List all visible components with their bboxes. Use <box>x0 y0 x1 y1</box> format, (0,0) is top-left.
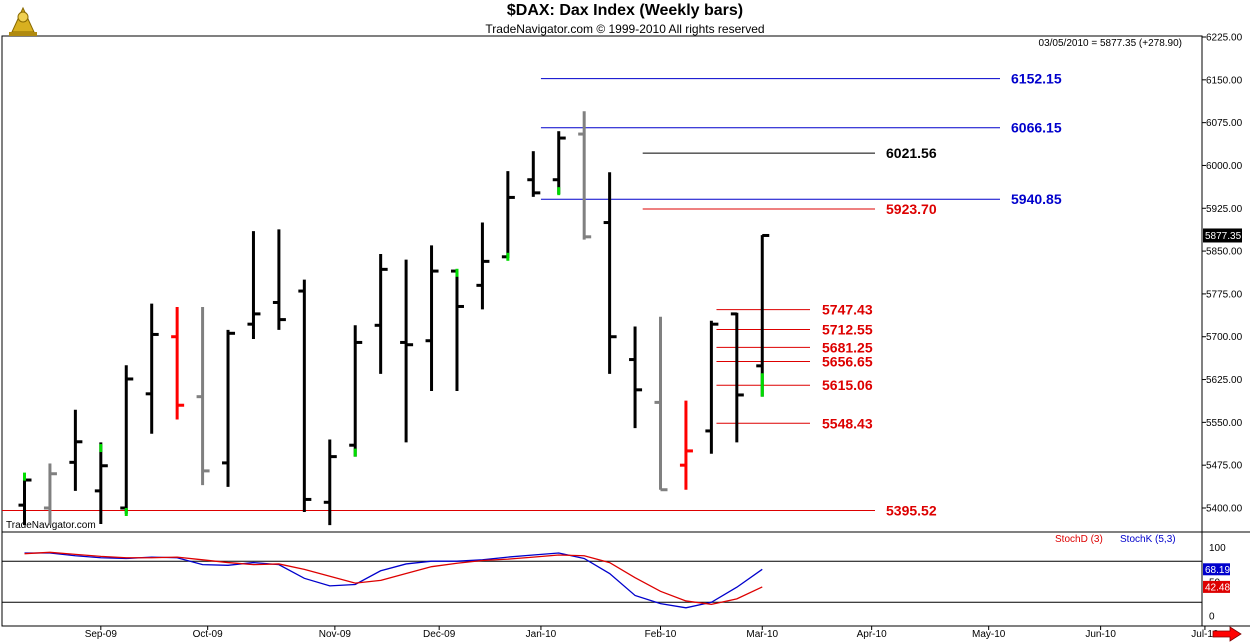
ohlc-bar <box>654 316 668 492</box>
ohlc-bar <box>476 222 490 310</box>
ohlc-bar <box>679 400 693 490</box>
time-tick-label: Jul-10 <box>1191 629 1219 640</box>
time-tick-label: Sep-09 <box>85 629 118 640</box>
price-tick-label: 5775.00 <box>1206 289 1243 300</box>
ohlc-bar <box>425 245 439 391</box>
ohlc-bar <box>629 326 643 429</box>
stochk-legend-label: StochK (5,3) <box>1120 534 1176 545</box>
time-tick-label: Jun-10 <box>1085 629 1116 640</box>
stochd-value-label: 42.48 <box>1205 582 1230 593</box>
ohlc-bar <box>705 320 719 454</box>
ohlc-bar <box>578 111 592 240</box>
price-levels: 6152.15 6066.15 6021.56 5940.85 5923.70 5747.… <box>2 71 1062 531</box>
stochd-legend-label: StochD (3) <box>1055 534 1103 545</box>
level-label-5923.70: 5923.70 <box>886 201 937 217</box>
watermark-label: TradeNavigator.com <box>6 520 96 531</box>
last-price-label: 5877.35 <box>1205 231 1242 242</box>
stochd-value-box <box>1203 580 1230 593</box>
ohlc-bar <box>501 171 515 261</box>
level-label-6066.15: 6066.15 <box>1011 120 1062 136</box>
price-tick-label: 6150.00 <box>1206 75 1243 86</box>
ohlc-bar <box>247 231 261 340</box>
ohlc-bar <box>18 472 32 526</box>
stochk-value-label: 68.19 <box>1205 565 1230 576</box>
ohlc-bar <box>349 325 363 457</box>
price-tick-label: 5550.00 <box>1206 418 1243 429</box>
price-tick-label: 6225.00 <box>1206 33 1243 44</box>
ohlc-bar <box>171 307 185 420</box>
time-axis: Sep-09 Oct-09 Nov-09 Dec-09 Jan-10 Feb-10 Mar-… <box>85 626 1242 642</box>
ohlc-bar <box>527 151 541 197</box>
price-tick-label: 5400.00 <box>1206 504 1243 515</box>
price-tick-label: 5475.00 <box>1206 461 1243 472</box>
level-label-5548.43: 5548.43 <box>822 415 873 431</box>
level-label-6021.56: 6021.56 <box>886 145 937 161</box>
level-label-5747.43: 5747.43 <box>822 302 873 318</box>
last-price-box <box>1203 228 1242 243</box>
price-tick-label: 6000.00 <box>1206 161 1243 172</box>
ohlc-bar <box>94 442 108 524</box>
stoch-series-line-1 <box>24 551 763 606</box>
ohlc-bar <box>196 307 210 486</box>
level-label-5615.06: 5615.06 <box>822 377 873 393</box>
ohlc-bar <box>400 259 414 443</box>
time-tick-label: May-10 <box>972 629 1006 640</box>
ohlc-bar <box>222 329 236 487</box>
price-axis: 6225.00 6150.00 6075.00 6000.00 5925.00 5850.… <box>1039 33 1243 515</box>
price-tick-label: 5925.00 <box>1206 204 1243 215</box>
time-tick-label: Jan-10 <box>526 629 557 640</box>
chart-title: $DAX: Dax Index (Weekly bars) <box>506 2 744 19</box>
ohlc-bar <box>603 172 617 374</box>
ohlc-bar <box>756 233 770 397</box>
time-tick-label: Nov-09 <box>319 629 352 640</box>
ohlc-bar <box>298 279 312 512</box>
scroll-right-arrow-icon[interactable] <box>1212 626 1242 642</box>
time-tick-label: Feb-10 <box>645 629 677 640</box>
ohlc-bar <box>69 409 83 491</box>
level-label-5681.25: 5681.25 <box>822 339 873 355</box>
level-label-5395.52: 5395.52 <box>886 503 937 519</box>
level-label-5940.85: 5940.85 <box>1011 191 1062 207</box>
chart-frame <box>1 35 1250 627</box>
price-tick-label: 6075.00 <box>1206 118 1243 129</box>
trade-navigator-logo-icon <box>9 6 37 36</box>
chart-copyright: TradeNavigator.com © 1999-2010 All right… <box>485 22 765 36</box>
level-label-5656.65: 5656.65 <box>822 353 873 369</box>
price-tick-label: 5850.00 <box>1206 247 1243 258</box>
ohlc-bar <box>43 463 57 526</box>
price-bars <box>18 111 770 526</box>
quote-readout: 03/05/2010 = 5877.35 (+278.90) <box>1039 38 1182 49</box>
time-tick-label: Mar-10 <box>746 629 778 640</box>
stoch-tick-label: 100 <box>1209 543 1226 554</box>
time-tick-label: Apr-10 <box>857 629 887 640</box>
ohlc-bar <box>450 268 464 391</box>
stoch-tick-label: 0 <box>1209 612 1215 623</box>
time-tick-label: Dec-09 <box>423 629 456 640</box>
ohlc-bar <box>272 229 286 330</box>
ohlc-bar <box>730 312 744 443</box>
arrow-shape <box>1212 626 1242 642</box>
time-tick-label: Oct-09 <box>193 629 223 640</box>
level-label-5712.55: 5712.55 <box>822 322 873 338</box>
stochk-value-box <box>1203 563 1230 576</box>
ohlc-bar <box>374 253 388 374</box>
price-tick-label: 5700.00 <box>1206 332 1243 343</box>
level-label-6152.15: 6152.15 <box>1011 71 1062 87</box>
price-tick-label: 5625.00 <box>1206 375 1243 386</box>
ohlc-bar <box>552 131 566 196</box>
ohlc-bar <box>145 303 159 434</box>
ohlc-bar <box>323 439 337 526</box>
ohlc-bar <box>120 365 134 516</box>
